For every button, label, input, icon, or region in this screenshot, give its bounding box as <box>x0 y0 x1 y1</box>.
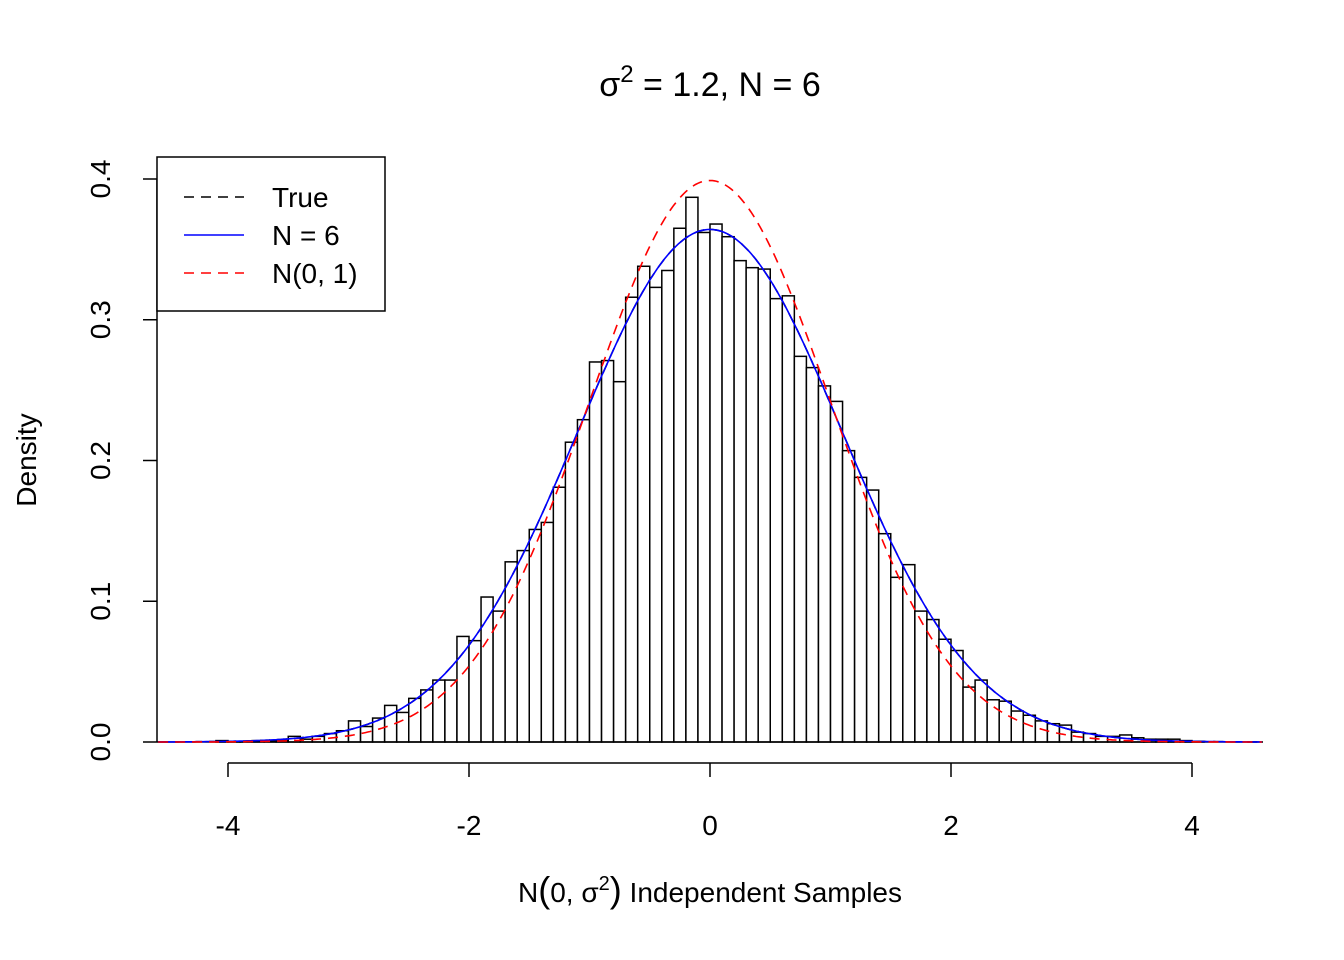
histogram-bar <box>721 235 735 743</box>
y-tick-label: 0.1 <box>85 582 116 621</box>
histogram-bar <box>612 380 627 743</box>
y-tick-label: 0.0 <box>85 723 116 762</box>
histogram-bar <box>853 476 868 743</box>
histogram-bar <box>974 679 988 743</box>
histogram-bar <box>950 649 964 743</box>
histogram-bar <box>395 711 410 743</box>
histogram-bar <box>926 618 940 743</box>
x-tick-label: 2 <box>943 810 959 841</box>
histogram-bar <box>793 355 808 743</box>
histogram-bar <box>938 638 952 743</box>
density-curve-n-0-1- <box>158 179 1262 743</box>
histogram-bar <box>552 486 567 743</box>
histogram-bar <box>745 266 759 743</box>
histogram-bar <box>709 223 723 743</box>
histogram-bar <box>757 268 772 743</box>
histogram-bar <box>504 561 518 743</box>
histogram-bar <box>432 679 446 743</box>
histogram-bar <box>468 639 482 743</box>
histogram-bar <box>817 385 832 743</box>
legend-label: N(0, 1) <box>272 258 358 289</box>
y-tick-label: 0.4 <box>85 160 116 199</box>
legend-box <box>156 156 386 312</box>
y-tick-label: 0.3 <box>85 300 116 339</box>
y-axis-label: Density <box>11 413 42 506</box>
histogram-bar <box>649 286 663 743</box>
histogram-bar <box>1022 714 1037 743</box>
histogram-bar <box>877 532 892 743</box>
legend: True N = 6 N(0, 1) <box>156 156 386 312</box>
histogram-bar <box>624 296 639 743</box>
histogram-bar <box>805 366 820 743</box>
density-curve-n-6 <box>158 228 1262 743</box>
histogram-bar <box>998 700 1013 743</box>
histogram-bar <box>636 265 651 743</box>
histogram-bar <box>588 361 603 743</box>
histogram-bar <box>347 720 362 743</box>
histogram-bar <box>769 297 784 743</box>
x-axis: -4 -2 0 2 4 <box>216 762 1200 841</box>
x-tick-label: 0 <box>702 810 718 841</box>
legend-label: N = 6 <box>272 220 340 251</box>
histogram-bar <box>733 259 747 743</box>
histogram-bar <box>1010 710 1025 743</box>
histogram-bar <box>673 227 687 743</box>
histogram-bar <box>576 418 591 743</box>
x-axis-label: N(0, σ2) Independent Samples <box>518 869 902 910</box>
histogram-bar <box>359 725 374 743</box>
y-tick-label: 0.2 <box>85 441 116 480</box>
histogram-bar <box>829 400 844 743</box>
histogram-bar <box>492 610 506 743</box>
histogram-bar <box>564 441 579 743</box>
histogram-bar <box>661 269 675 743</box>
x-tick-label: 4 <box>1184 810 1200 841</box>
histogram-bar <box>697 231 711 743</box>
histogram-bar <box>890 576 904 743</box>
x-tick-label: -4 <box>216 810 241 841</box>
histogram-bar <box>685 196 699 743</box>
histogram-bar <box>986 699 1000 743</box>
histogram-bar <box>841 449 856 743</box>
chart-title: σ2 = 1.2, N = 6 <box>599 61 820 104</box>
histogram-bar <box>540 521 555 743</box>
histogram-bar <box>444 679 458 743</box>
histogram-bar <box>781 295 796 743</box>
x-tick-label: -2 <box>457 810 482 841</box>
histogram-bar <box>600 359 615 743</box>
density-curves <box>158 179 1262 743</box>
histogram-bar <box>516 549 531 743</box>
histogram-bar <box>914 610 928 743</box>
legend-label: True <box>272 182 329 213</box>
histogram-bar <box>408 697 422 743</box>
histogram-bar <box>420 689 434 743</box>
histogram-bar <box>962 686 976 743</box>
histogram-bar <box>528 528 543 743</box>
y-axis: 0.0 0.1 0.2 0.3 0.4 <box>85 160 158 762</box>
histogram-bar <box>1034 720 1049 743</box>
